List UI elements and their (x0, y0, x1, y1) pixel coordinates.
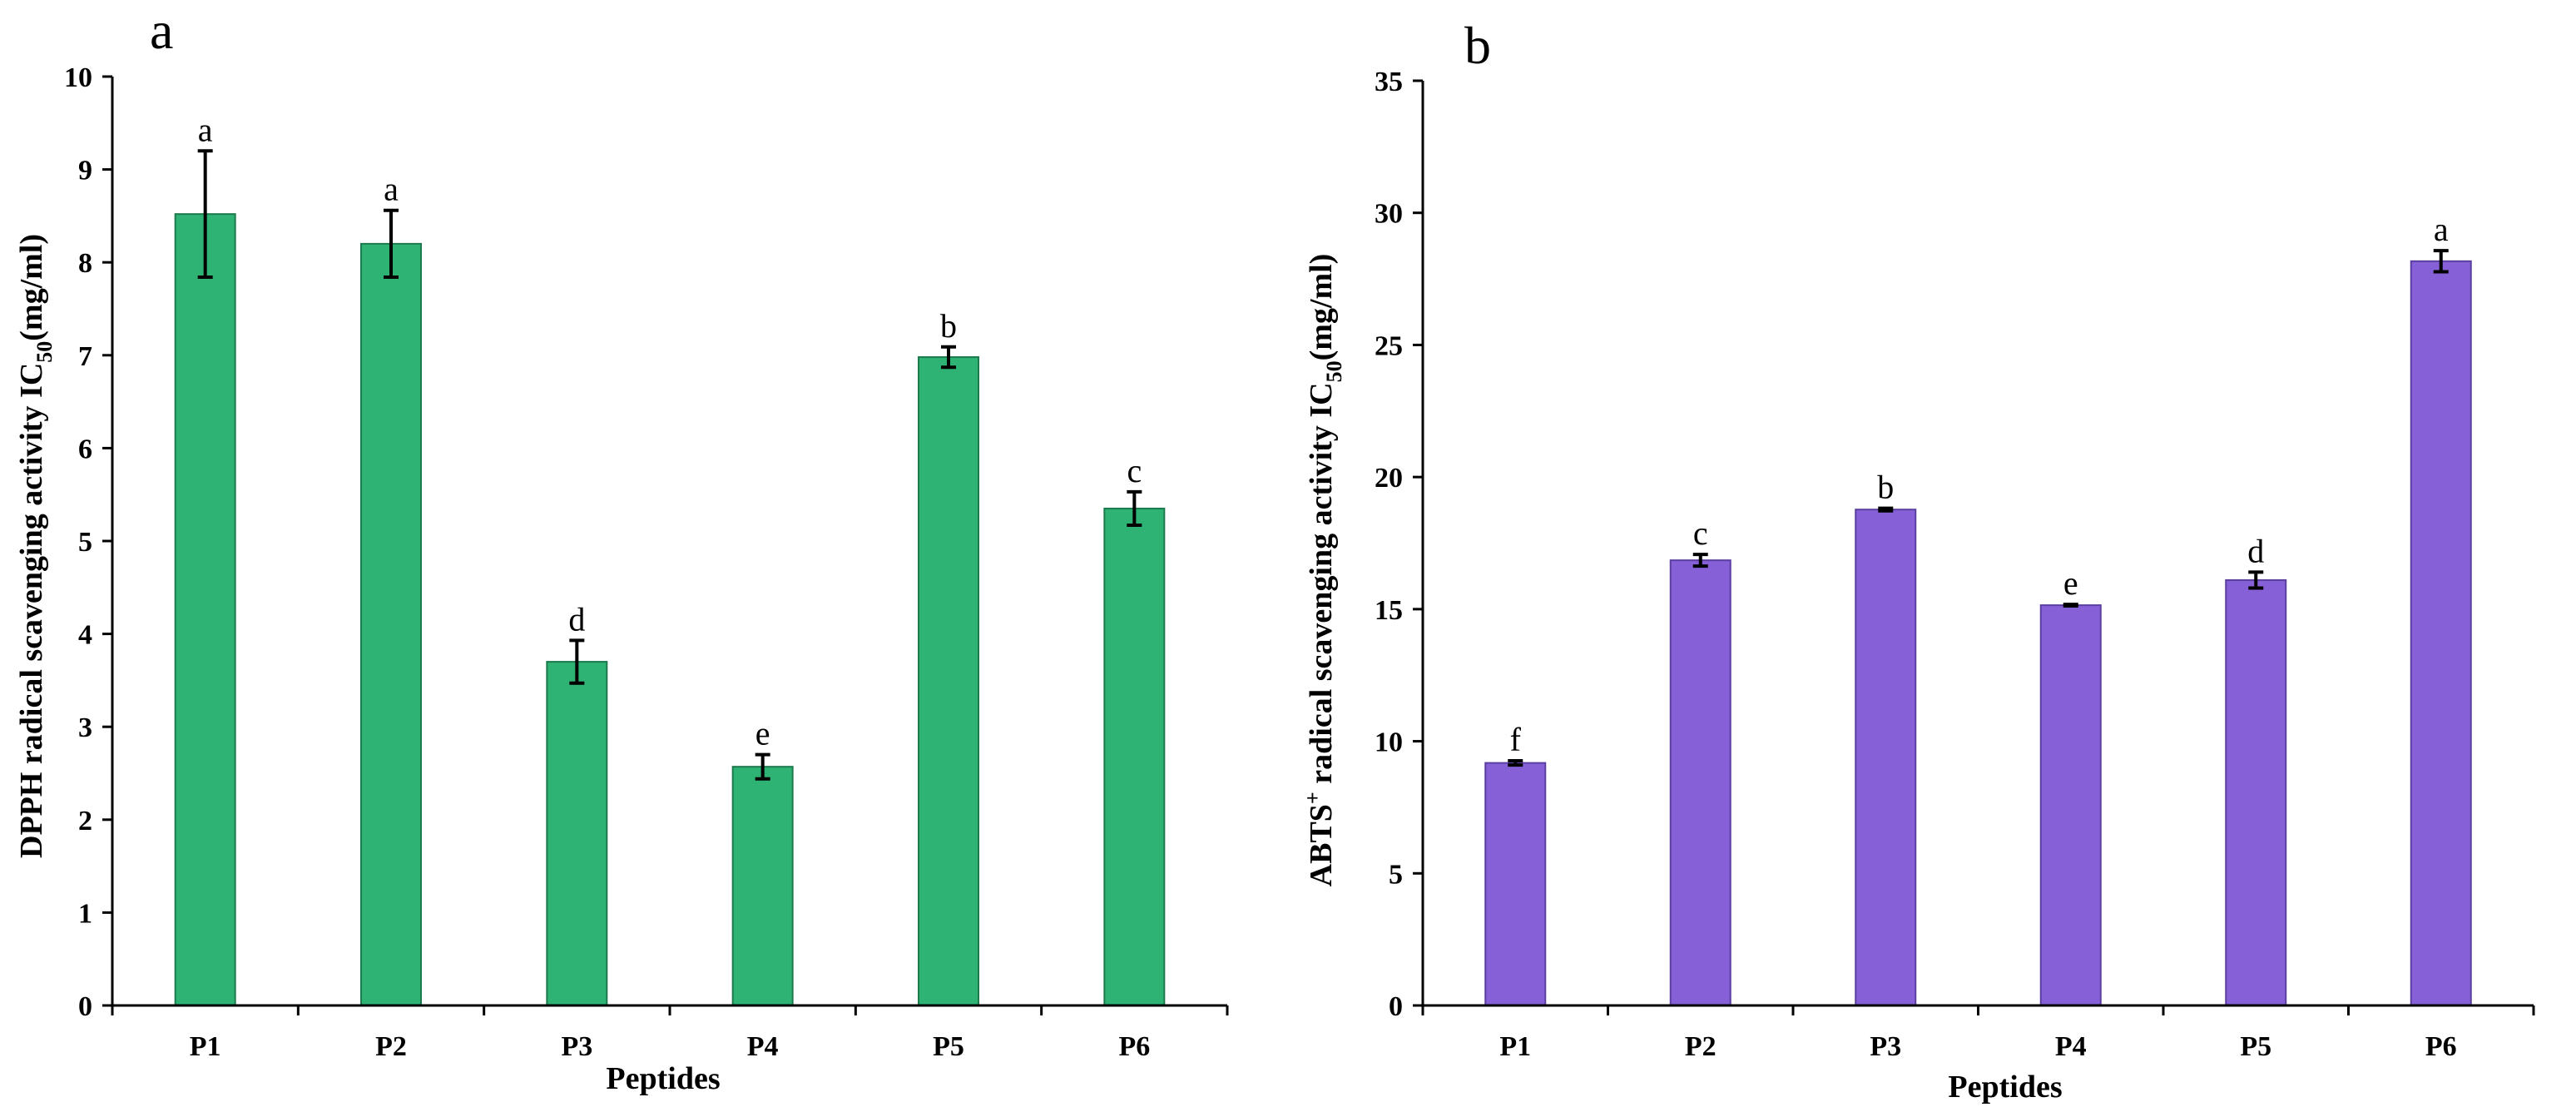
significance-labels-b: f c b e d a (1510, 211, 2449, 758)
error-bar-p4 (2063, 603, 2078, 608)
bars-b (1484, 260, 2472, 1006)
y-tick-label: 20 (1375, 463, 1403, 494)
bars-a (174, 213, 1166, 1007)
y-tick-label: 3 (78, 712, 92, 743)
x-tick-label-p1: P1 (190, 1031, 221, 1062)
significance-label-p2: a (384, 171, 399, 208)
y-tick-label: 9 (78, 156, 92, 186)
y-tick-label: 35 (1375, 67, 1403, 97)
bar-p5 (2225, 578, 2287, 1006)
significance-labels-a: a a d e b c (198, 111, 1142, 752)
bar-p5 (918, 356, 979, 1007)
y-tick-label: 25 (1375, 330, 1403, 361)
error-bars-a (197, 149, 1142, 781)
chart-panel-a: a DPPH radical scavenging activity IC50(… (14, 1, 1229, 1096)
significance-label-p3: d (568, 600, 585, 638)
error-bar-p5 (2248, 570, 2264, 590)
bar-p2 (360, 242, 422, 1006)
bar-p4 (731, 766, 794, 1006)
significance-label-p5: b (940, 307, 957, 345)
x-tick-label-p2: P2 (375, 1031, 407, 1062)
x-tick-label-p5: P5 (933, 1031, 964, 1062)
x-tick-label-p2: P2 (1685, 1031, 1717, 1062)
y-axis-label-sup-b: + (1300, 792, 1325, 804)
error-bar-p1 (197, 149, 213, 280)
y-axis-label-b: ABTS+ radical scavenging activity IC50(m… (1300, 254, 1346, 887)
bar-p2 (1669, 559, 1731, 1006)
y-tick-label: 5 (1389, 859, 1403, 890)
chart-panel-b: b ABTS+ radical scavenging activity IC50… (1300, 16, 2535, 1105)
bar-p3 (546, 661, 608, 1007)
significance-label-p5: d (2247, 532, 2264, 569)
error-bar-p6 (1127, 489, 1142, 528)
y-axis-label-main-b: ABTS (1304, 804, 1339, 886)
error-bar-p3 (569, 638, 585, 685)
bar-p6 (1103, 507, 1166, 1006)
significance-label-p3: b (1877, 469, 1894, 506)
significance-label-p2: c (1693, 514, 1708, 552)
x-tick-label-p3: P3 (1870, 1031, 1901, 1062)
y-tick-label: 30 (1375, 199, 1403, 230)
bar-p3 (1855, 509, 1917, 1006)
y-tick-labels-a: 0 1 2 3 4 5 6 7 8 9 10 (64, 62, 92, 1022)
x-tick-label-p4: P4 (747, 1031, 779, 1062)
y-tick-label: 0 (1389, 991, 1403, 1022)
bar-p4 (2039, 604, 2102, 1006)
y-tick-label: 1 (78, 898, 92, 929)
error-bar-p1 (1508, 759, 1523, 767)
y-tick-label: 15 (1375, 595, 1403, 626)
y-tick-label: 7 (78, 341, 92, 372)
error-bar-p3 (1878, 506, 1894, 513)
y-tick-label: 10 (64, 62, 92, 93)
y-tick-label: 2 (78, 806, 92, 836)
significance-label-p6: a (2434, 211, 2449, 248)
y-axis-label-rest-b: radical scavenging activity IC (1304, 382, 1339, 792)
x-tick-label-p4: P4 (2055, 1031, 2087, 1062)
significance-label-p4: e (755, 715, 770, 752)
significance-label-p1: a (198, 111, 213, 148)
y-axis-label-main-a: DPPH radical scavenging activity IC (14, 363, 49, 858)
bar-p6 (2410, 260, 2472, 1006)
significance-label-p1: f (1510, 721, 1522, 758)
y-tick-label: 0 (78, 991, 92, 1022)
error-bars-b (1508, 249, 2449, 767)
axes-b (1413, 79, 2535, 1015)
panel-label-a: a (150, 1, 173, 60)
x-axis-label-a: Peptides (606, 1061, 720, 1096)
significance-label-p4: e (2063, 564, 2078, 602)
y-tick-label: 5 (78, 527, 92, 558)
significance-label-p6: c (1127, 452, 1142, 489)
error-bar-p6 (2433, 249, 2449, 274)
y-tick-label: 8 (78, 248, 92, 279)
x-tick-label-p6: P6 (2425, 1031, 2457, 1062)
bar-p1 (174, 213, 236, 1006)
y-axis-label-tail-a: (mg/ml) (14, 234, 49, 341)
error-bar-p5 (941, 345, 956, 370)
y-axis-label-sub-b: 50 (1322, 360, 1346, 382)
y-tick-label: 4 (78, 620, 92, 651)
y-axis-label-tail-b: (mg/ml) (1304, 254, 1339, 361)
y-tick-label: 6 (78, 434, 92, 464)
panel-label-b: b (1464, 16, 1491, 75)
y-axis-label-sub-a: 50 (32, 341, 57, 363)
axes-a (102, 75, 1229, 1015)
x-tick-labels-b: P1 P2 P3 P4 P5 P6 (1499, 1031, 2456, 1062)
y-tick-labels-b: 0 5 10 15 20 25 30 35 (1375, 67, 1403, 1022)
x-tick-label-p5: P5 (2240, 1031, 2271, 1062)
x-axis-label-b: Peptides (1948, 1070, 2062, 1105)
error-bar-p2 (384, 208, 399, 280)
x-tick-label-p3: P3 (561, 1031, 592, 1062)
x-tick-label-p6: P6 (1118, 1031, 1150, 1062)
y-axis-label-a: DPPH radical scavenging activity IC50(mg… (14, 234, 57, 858)
error-bar-p2 (1692, 553, 1708, 568)
bar-p1 (1484, 762, 1547, 1006)
y-tick-label: 10 (1375, 727, 1403, 758)
x-tick-labels-a: P1 P2 P3 P4 P5 P6 (190, 1031, 1150, 1062)
x-tick-label-p1: P1 (1499, 1031, 1531, 1062)
error-bar-p4 (755, 752, 770, 781)
